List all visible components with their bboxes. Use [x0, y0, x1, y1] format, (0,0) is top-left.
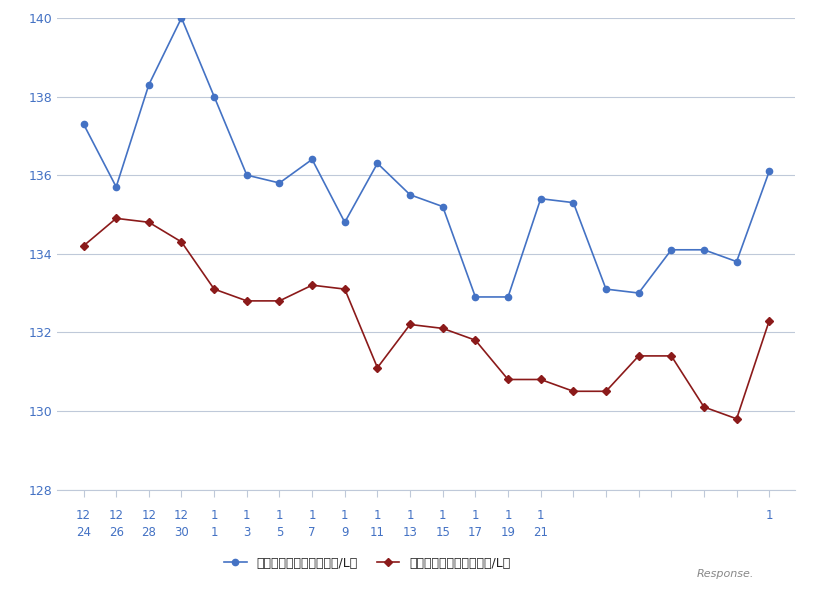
Text: 1: 1: [536, 509, 544, 522]
レギュラー実売価格（円/L）: [731, 415, 740, 422]
Line: レギュラー看板価格（円/L）: レギュラー看板価格（円/L）: [80, 15, 771, 300]
Text: 17: 17: [468, 525, 482, 538]
レギュラー実売価格（円/L）: [111, 215, 121, 222]
レギュラー看板価格（円/L）: [633, 290, 643, 297]
レギュラー実売価格（円/L）: [437, 325, 447, 332]
レギュラー実売価格（円/L）: [79, 242, 88, 250]
Text: 12: 12: [109, 509, 124, 522]
レギュラー看板価格（円/L）: [242, 171, 251, 179]
レギュラー看板価格（円/L）: [763, 168, 773, 175]
レギュラー看板価格（円/L）: [144, 81, 154, 88]
Text: 3: 3: [242, 525, 250, 538]
レギュラー看板価格（円/L）: [470, 293, 480, 300]
Text: 1: 1: [438, 509, 446, 522]
Text: 1: 1: [504, 509, 511, 522]
レギュラー看板価格（円/L）: [437, 203, 447, 210]
レギュラー実売価格（円/L）: [242, 297, 251, 304]
Text: 1: 1: [765, 509, 772, 522]
レギュラー看板価格（円/L）: [209, 93, 219, 100]
Text: 12: 12: [76, 509, 91, 522]
レギュラー実売価格（円/L）: [698, 404, 708, 411]
Text: 1: 1: [406, 509, 414, 522]
レギュラー実売価格（円/L）: [144, 219, 154, 226]
レギュラー実売価格（円/L）: [470, 337, 480, 344]
レギュラー実売価格（円/L）: [274, 297, 284, 304]
Text: 5: 5: [275, 525, 283, 538]
Text: 1: 1: [242, 509, 251, 522]
Text: 7: 7: [308, 525, 315, 538]
レギュラー実売価格（円/L）: [763, 317, 773, 324]
レギュラー実売価格（円/L）: [535, 376, 545, 383]
レギュラー看板価格（円/L）: [176, 14, 186, 21]
レギュラー看板価格（円/L）: [372, 160, 382, 167]
Text: 12: 12: [174, 509, 188, 522]
Text: 1: 1: [275, 509, 283, 522]
Text: 19: 19: [500, 525, 515, 538]
レギュラー実売価格（円/L）: [568, 387, 577, 395]
Text: 1: 1: [210, 525, 218, 538]
レギュラー看板価格（円/L）: [307, 156, 317, 163]
レギュラー看板価格（円/L）: [731, 258, 740, 265]
Text: Response.: Response.: [696, 569, 753, 579]
レギュラー実売価格（円/L）: [666, 352, 676, 359]
レギュラー実売価格（円/L）: [209, 285, 219, 293]
Text: 1: 1: [341, 509, 348, 522]
Text: 11: 11: [369, 525, 384, 538]
レギュラー看板価格（円/L）: [274, 179, 284, 186]
Text: 26: 26: [109, 525, 124, 538]
レギュラー実売価格（円/L）: [503, 376, 513, 383]
Text: 30: 30: [174, 525, 188, 538]
レギュラー実売価格（円/L）: [307, 282, 317, 289]
Text: 24: 24: [76, 525, 91, 538]
Legend: レギュラー看板価格（円/L）, レギュラー実売価格（円/L）: レギュラー看板価格（円/L）, レギュラー実売価格（円/L）: [224, 557, 510, 570]
レギュラー看板価格（円/L）: [79, 121, 88, 128]
Text: 21: 21: [532, 525, 548, 538]
レギュラー看板価格（円/L）: [111, 183, 121, 190]
Text: 28: 28: [141, 525, 156, 538]
レギュラー実売価格（円/L）: [600, 387, 610, 395]
Text: 12: 12: [141, 509, 156, 522]
レギュラー看板価格（円/L）: [405, 191, 414, 198]
Text: 1: 1: [210, 509, 218, 522]
レギュラー実売価格（円/L）: [339, 285, 349, 293]
Text: 9: 9: [341, 525, 348, 538]
レギュラー看板価格（円/L）: [535, 195, 545, 202]
レギュラー実売価格（円/L）: [633, 352, 643, 359]
レギュラー看板価格（円/L）: [698, 246, 708, 253]
レギュラー実売価格（円/L）: [405, 321, 414, 328]
レギュラー実売価格（円/L）: [372, 364, 382, 371]
レギュラー看板価格（円/L）: [503, 293, 513, 300]
Text: 1: 1: [373, 509, 381, 522]
Text: 13: 13: [402, 525, 417, 538]
レギュラー看板価格（円/L）: [568, 199, 577, 206]
Text: 1: 1: [308, 509, 315, 522]
レギュラー実売価格（円/L）: [176, 238, 186, 245]
レギュラー看板価格（円/L）: [339, 219, 349, 226]
Line: レギュラー実売価格（円/L）: レギュラー実売価格（円/L）: [81, 216, 771, 421]
Text: 15: 15: [435, 525, 450, 538]
レギュラー看板価格（円/L）: [666, 246, 676, 253]
Text: 1: 1: [471, 509, 478, 522]
レギュラー看板価格（円/L）: [600, 285, 610, 293]
